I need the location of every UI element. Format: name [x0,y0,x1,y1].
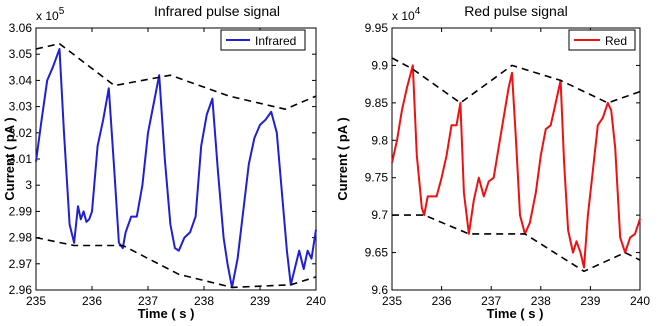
y-multiplier-base: x 10 [36,9,59,23]
x-axis-label: Time ( s ) [138,306,195,321]
legend-label-infrared: Infrared [255,34,296,48]
y-tick-label: 9.95 [365,21,389,35]
legend: Red [568,29,636,51]
legend-box [220,29,306,51]
plot-area: 235 236 237 238 239 240 2.96 2.97 2.98 2.99 3 3.01 3… [9,21,327,308]
legend-label-red: Red [605,34,627,48]
x-tick-label: 238 [531,294,551,308]
y-multiplier-exponent: 5 [59,6,65,17]
y-multiplier: x 104 [392,6,421,23]
envelope-line [35,236,317,289]
legend-box [568,29,636,51]
x-axis-label: Time ( s ) [487,306,544,321]
x-tick-label: 239 [580,294,600,308]
chart-title: Infrared pulse signal [154,3,280,19]
y-tick-label: 9.75 [365,171,389,185]
y-tick-label: 3.06 [9,21,33,35]
x-tick-label: 235 [382,294,402,308]
y-tick-label: 2.99 [9,204,33,218]
y-tick-label: 9.6 [371,283,388,297]
x-tick-label: 240 [306,294,326,308]
chart-red: Red pulse signal x 104 Current ( pA ) Ti… [335,3,650,321]
series-line-infrared [35,48,317,289]
y-multiplier: x 105 [36,6,65,23]
legend: Infrared [220,29,306,51]
x-tick-label: 239 [250,294,270,308]
envelope-line [35,42,317,110]
axes-frame [35,27,317,291]
y-tick-label: 9.8 [371,133,388,147]
y-tick-label: 9.9 [371,58,388,72]
y-tick-label: 3.05 [9,47,33,61]
y-tick-label: 9.7 [371,208,388,222]
x-tick-label: 236 [432,294,452,308]
y-tick-label: 2.98 [9,231,33,245]
y-tick-label: 3.01 [9,152,33,166]
x-tick-label: 237 [138,294,158,308]
y-tick-label: 9.65 [365,246,389,260]
envelope-line [392,214,641,273]
y-axis-label: Current ( pA ) [335,117,350,200]
y-tick-label: 3.04 [9,73,33,87]
x-tick-label: 236 [82,294,102,308]
y-multiplier-base: x 10 [392,9,415,23]
envelope-line [391,57,641,104]
x-tick-label: 238 [194,294,214,308]
chart-title: Red pulse signal [464,3,568,19]
y-axis-label: Current ( pA ) [2,117,17,200]
chart-infrared: Infrared pulse signal x 105 Current ( pA… [2,3,326,321]
series-line-red [391,64,641,269]
x-tick-label: 240 [630,294,650,308]
y-tick-label: 3 [25,178,32,192]
plot-area: 235 236 237 238 239 240 9.6 9.65 9.7 9.75 9.8 9.85 9… [365,21,651,308]
y-multiplier-exponent: 4 [415,6,421,17]
y-tick-label: 2.96 [9,283,33,297]
y-tick-label: 3.03 [9,100,33,114]
y-tick-label: 9.85 [365,96,389,110]
x-tick-label: 237 [481,294,501,308]
y-tick-label: 3.02 [9,126,33,140]
y-tick-label: 2.97 [9,257,33,271]
x-tick-label: 235 [26,294,46,308]
